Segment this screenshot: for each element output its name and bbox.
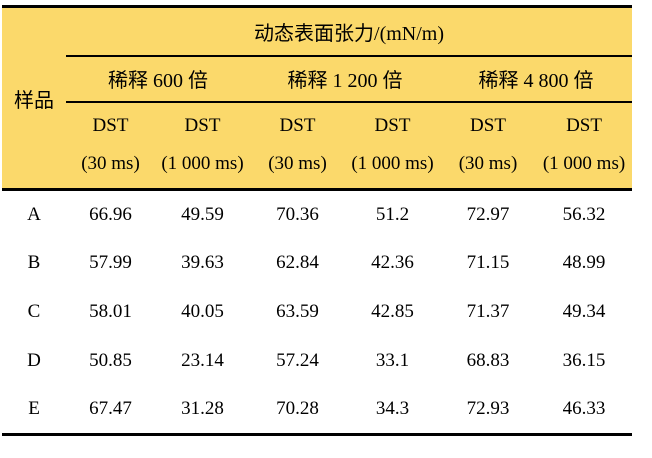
sample-label: A	[2, 189, 66, 239]
subheader-line1: DST	[279, 115, 316, 137]
value-cell: 66.96	[66, 189, 155, 239]
group-header-dilution-600: 稀释 600 倍	[66, 55, 250, 103]
group-header-dilution-4800: 稀释 4 800 倍	[440, 55, 633, 103]
value-cell: 71.37	[440, 287, 536, 337]
table-row-A: A 66.96 49.59 70.36 51.2 72.97 56.32	[2, 189, 633, 239]
subheader-line2: (1 000 ms)	[161, 153, 244, 175]
subheader-dst-30ms: DST (30 ms)	[250, 101, 345, 191]
value-cell: 63.59	[250, 287, 345, 337]
subheader-line1: DST	[92, 115, 129, 137]
value-cell: 67.47	[66, 385, 155, 435]
subheader-line2: (1 000 ms)	[351, 153, 434, 175]
value-cell: 36.15	[536, 336, 633, 386]
subheader-dst-30ms: DST (30 ms)	[66, 101, 155, 191]
sample-label: E	[2, 385, 66, 435]
table-container: 样品 动态表面张力/(mN/m) 稀释 600 倍 稀释 1 200 倍 稀释 …	[2, 5, 633, 436]
value-cell: 58.01	[66, 287, 155, 337]
value-cell: 49.59	[155, 189, 250, 239]
subheader-line2: (1 000 ms)	[542, 153, 626, 175]
subheader-dst-1000ms: DST (1 000 ms)	[155, 101, 250, 191]
value-cell: 49.34	[536, 287, 633, 337]
value-cell: 56.32	[536, 189, 633, 239]
subheader-line1: DST	[374, 115, 411, 137]
subheader-line2: (30 ms)	[458, 153, 518, 175]
header-row-groups: 稀释 600 倍 稀释 1 200 倍 稀释 4 800 倍	[2, 55, 633, 103]
value-cell: 42.85	[345, 287, 440, 337]
value-cell: 34.3	[345, 385, 440, 435]
subheader-dst-30ms: DST (30 ms)	[440, 101, 536, 191]
value-cell: 70.36	[250, 189, 345, 239]
value-cell: 72.97	[440, 189, 536, 239]
dst-table: 样品 动态表面张力/(mN/m) 稀释 600 倍 稀释 1 200 倍 稀释 …	[2, 5, 633, 436]
table-header: 样品 动态表面张力/(mN/m) 稀释 600 倍 稀释 1 200 倍 稀释 …	[2, 6, 633, 191]
table-body: A 66.96 49.59 70.36 51.2 72.97 56.32 B 5…	[2, 189, 633, 435]
value-cell: 50.85	[66, 336, 155, 386]
sample-column-header: 样品	[2, 6, 66, 191]
value-cell: 51.2	[345, 189, 440, 239]
table-row-D: D 50.85 23.14 57.24 33.1 68.83 36.15	[2, 336, 633, 386]
subheader-line2: (30 ms)	[81, 153, 140, 175]
value-cell: 39.63	[155, 238, 250, 288]
value-cell: 68.83	[440, 336, 536, 386]
table-row-E: E 67.47 31.28 70.28 34.3 72.93 46.33	[2, 385, 633, 435]
value-cell: 62.84	[250, 238, 345, 288]
sample-label: B	[2, 238, 66, 288]
group-header-dilution-1200: 稀释 1 200 倍	[250, 55, 440, 103]
value-cell: 31.28	[155, 385, 250, 435]
table-title: 动态表面张力/(mN/m)	[66, 6, 633, 57]
table-row-C: C 58.01 40.05 63.59 42.85 71.37 49.34	[2, 287, 633, 337]
header-row-title: 样品 动态表面张力/(mN/m)	[2, 6, 633, 191]
value-cell: 46.33	[536, 385, 633, 435]
value-cell: 48.99	[536, 238, 633, 288]
value-cell: 42.36	[345, 238, 440, 288]
subheader-dst-1000ms: DST (1 000 ms)	[536, 101, 633, 191]
subheader-line1: DST	[184, 115, 221, 137]
sample-label: C	[2, 287, 66, 337]
value-cell: 72.93	[440, 385, 536, 435]
value-cell: 71.15	[440, 238, 536, 288]
subheader-line1: DST	[566, 115, 602, 137]
value-cell: 57.99	[66, 238, 155, 288]
table-row-B: B 57.99 39.63 62.84 42.36 71.15 48.99	[2, 238, 633, 288]
subheader-line1: DST	[470, 115, 506, 137]
value-cell: 33.1	[345, 336, 440, 386]
value-cell: 57.24	[250, 336, 345, 386]
value-cell: 40.05	[155, 287, 250, 337]
value-cell: 23.14	[155, 336, 250, 386]
subheader-dst-1000ms: DST (1 000 ms)	[345, 101, 440, 191]
sample-label: D	[2, 336, 66, 386]
header-row-sub: DST (30 ms) DST (1 000 ms) DST (30 ms) D…	[2, 101, 633, 191]
subheader-line2: (30 ms)	[268, 153, 327, 175]
value-cell: 70.28	[250, 385, 345, 435]
